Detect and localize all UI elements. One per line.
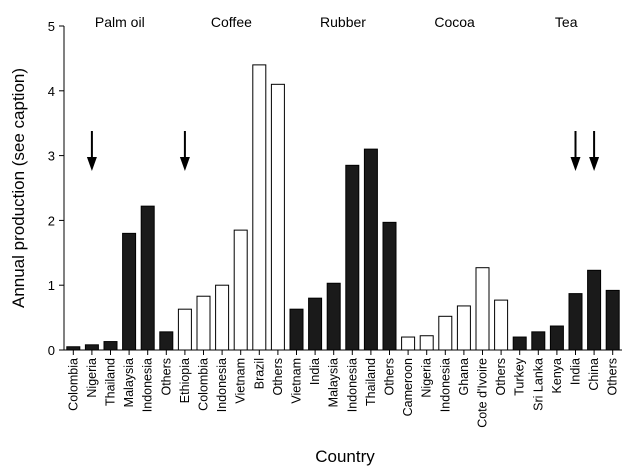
y-tick-label: 5 — [48, 19, 55, 34]
bar — [233, 229, 248, 351]
bar — [326, 282, 341, 351]
bar — [363, 148, 378, 351]
bar — [103, 341, 118, 351]
down-arrow-head — [179, 157, 190, 171]
x-tick-label: Malaysia — [122, 358, 136, 407]
group-label: Tea — [555, 14, 578, 30]
bar — [196, 295, 211, 351]
x-tick-label: China — [587, 358, 601, 391]
bar — [308, 297, 323, 351]
bar — [568, 293, 583, 351]
x-tick-label: Others — [383, 358, 397, 396]
bar — [122, 232, 137, 351]
bar — [66, 346, 81, 351]
bar — [382, 221, 397, 351]
x-tick-label: Others — [606, 358, 620, 396]
group-label: Rubber — [320, 14, 366, 30]
x-tick-label: Sri Lanka — [531, 358, 545, 411]
bar — [531, 331, 546, 351]
bar — [512, 336, 527, 351]
bar — [159, 331, 174, 351]
x-tick-label: Kenya — [550, 358, 564, 393]
group-label: Palm oil — [95, 14, 145, 30]
bar — [270, 83, 285, 351]
group-label: Coffee — [211, 14, 252, 30]
bar — [605, 289, 620, 351]
y-axis-title: Annual production (see caption) — [9, 68, 28, 308]
x-tick-label: Indonesia — [215, 358, 229, 412]
bar — [456, 305, 471, 351]
x-tick-label: Brazil — [252, 358, 266, 389]
x-tick-label: Indonesia — [141, 358, 155, 412]
x-tick-label: India — [569, 358, 583, 385]
bar — [549, 325, 564, 351]
bar — [494, 299, 509, 351]
bar — [289, 308, 304, 351]
x-tick-label: Thailand — [104, 358, 118, 406]
y-tick-label: 0 — [48, 343, 55, 358]
bar — [140, 205, 155, 351]
bar — [475, 267, 490, 351]
bar — [419, 335, 434, 351]
x-tick-label: India — [308, 358, 322, 385]
x-tick-label: Cameroon — [401, 358, 415, 416]
bar — [215, 284, 230, 351]
x-tick-label: Colombia — [197, 358, 211, 411]
x-tick-label: Vietnam — [290, 358, 304, 404]
x-tick-label: Thailand — [364, 358, 378, 406]
x-tick-label: Cote d'Ivoire — [476, 358, 490, 428]
group-label: Cocoa — [434, 14, 475, 30]
y-tick-label: 2 — [48, 213, 55, 228]
x-tick-label: Ethiopia — [178, 358, 192, 403]
x-tick-label: Others — [271, 358, 285, 396]
bar — [401, 336, 416, 351]
down-arrow-head — [570, 157, 581, 171]
bar — [345, 164, 360, 351]
bar — [587, 269, 602, 351]
down-arrow-head — [589, 157, 600, 171]
down-arrow-head — [86, 157, 97, 171]
x-tick-label: Turkey — [513, 357, 527, 395]
bar — [252, 64, 267, 351]
x-tick-label: Vietnam — [234, 358, 248, 404]
bar — [177, 308, 192, 351]
x-tick-label: Ghana — [457, 358, 471, 396]
x-axis-title: Country — [315, 447, 375, 466]
x-tick-label: Malaysia — [327, 358, 341, 407]
bar — [438, 315, 453, 351]
x-tick-label: Indonesia — [345, 358, 359, 412]
y-tick-label: 4 — [48, 84, 55, 99]
x-tick-label: Indonesia — [438, 358, 452, 412]
x-tick-label: Others — [159, 358, 173, 396]
x-tick-label: Nigeria — [85, 358, 99, 398]
y-tick-label: 3 — [48, 149, 55, 164]
x-tick-label: Nigeria — [420, 358, 434, 398]
x-tick-label: Colombia — [66, 358, 80, 411]
y-tick-label: 1 — [48, 278, 55, 293]
x-tick-label: Others — [494, 358, 508, 396]
bar — [84, 344, 99, 351]
